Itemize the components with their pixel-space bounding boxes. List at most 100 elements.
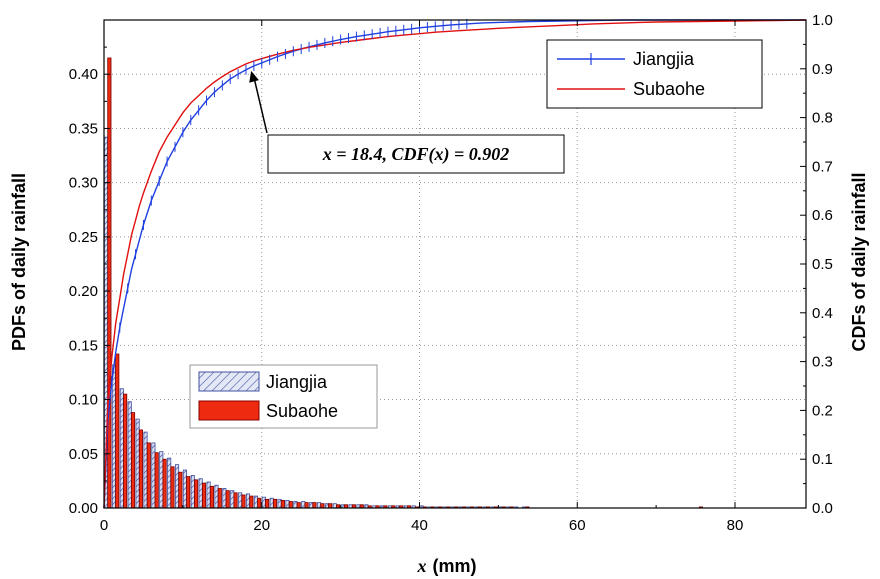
y-left-tick-label: 0.30 <box>69 175 98 192</box>
pdf-bar-jiangjia <box>309 502 314 509</box>
y-left-tick-label: 0.00 <box>69 500 98 517</box>
pdf-bar-jiangjia <box>127 401 132 509</box>
pdf-bar-jiangjia <box>174 464 180 509</box>
pdf-bar-subaohe <box>186 476 191 509</box>
y-right-tick-label: 0.0 <box>812 500 833 517</box>
y-left-tick-label: 0.10 <box>69 392 98 409</box>
y-right-tick-label: 0.9 <box>812 61 833 78</box>
pdf-bar-jiangjia <box>316 502 322 509</box>
y-right-axis-title: CDFs of daily rainfall <box>849 172 869 351</box>
pdf-bar-jiangjia <box>206 481 211 509</box>
pdf-bar-jiangjia <box>159 451 164 509</box>
y-right-tick-label: 0.2 <box>812 402 833 419</box>
pdf-bar-jiangjia <box>135 418 140 509</box>
pdf-bar-subaohe <box>257 497 262 509</box>
x-axis-title-unit: (mm) <box>433 556 477 576</box>
y-right-tick-label: 1.0 <box>812 12 833 29</box>
pdf-bar-jiangjia <box>182 469 187 509</box>
pdf-bar-jiangjia <box>293 501 298 509</box>
pdf-bar-subaohe <box>328 503 333 509</box>
y-left-tick-label: 0.20 <box>69 283 98 300</box>
y-right-tick-label: 0.7 <box>812 158 833 175</box>
pdf-bar-subaohe <box>201 482 207 509</box>
cdf-lines <box>103 18 807 509</box>
pdf-bar-jiangjia <box>214 484 219 509</box>
pdf-bar-jiangjia <box>143 431 148 509</box>
y-right-tick-label: 0.5 <box>812 256 833 273</box>
pdf-legend-label-jiangjia: Jiangjia <box>266 372 328 392</box>
pdf-bar-subaohe <box>304 502 309 509</box>
pdf-bar-subaohe <box>280 500 285 509</box>
x-tick-label: 80 <box>727 517 744 534</box>
pdf-bar-jiangjia <box>198 478 203 509</box>
pdf-bar-jiangjia <box>238 492 243 509</box>
pdf-bar-jiangjia <box>332 503 337 509</box>
pdf-bars <box>103 57 703 509</box>
cdf-line-jiangjia <box>103 19 806 509</box>
x-tick-label: 60 <box>569 517 586 534</box>
axis-ticks <box>103 19 806 509</box>
pdf-bar-subaohe <box>296 502 301 509</box>
pdf-bar-subaohe <box>154 452 159 509</box>
pdf-bar-subaohe <box>209 485 214 509</box>
pdf-bar-subaohe <box>320 503 325 509</box>
pdf-bar-jiangjia <box>119 388 124 509</box>
x-axis-title: x (mm) <box>417 556 477 576</box>
pdf-bar-jiangjia <box>245 493 251 509</box>
pdf-bar-subaohe <box>265 498 270 509</box>
pdf-bar-subaohe <box>249 495 254 509</box>
cdf-legend-label-jiangjia: Jiangjia <box>633 49 695 69</box>
pdf-bar-jiangjia <box>285 500 290 509</box>
cdf-legend-box <box>546 39 763 109</box>
pdf-bar-subaohe <box>217 488 222 509</box>
pdf-bar-jiangjia <box>111 364 116 509</box>
y-right-tick-label: 0.4 <box>812 305 833 322</box>
pdf-bar-subaohe <box>241 494 246 509</box>
y-right-tick-label: 0.3 <box>812 354 833 371</box>
pdf-bar-subaohe <box>138 429 143 509</box>
pdf-bar-subaohe <box>107 57 112 509</box>
pdf-bar-subaohe <box>272 498 278 509</box>
pdf-bar-jiangjia <box>222 488 227 509</box>
cdf-legend: Jiangjia Subaohe <box>546 39 763 109</box>
annotation-text: x = 18.4, CDF(x) = 0.902 <box>322 144 510 165</box>
y-left-tick-label: 0.25 <box>69 229 98 246</box>
x-axis-title-symbol: x <box>417 556 427 576</box>
pdf-bar-subaohe <box>146 442 151 509</box>
y-left-tick-label: 0.40 <box>69 66 98 83</box>
y-left-axis-title: PDFs of daily rainfall <box>9 173 29 351</box>
pdf-bar-jiangjia <box>324 503 329 509</box>
pdf-bar-subaohe <box>130 412 136 509</box>
cdf-line-subaohe <box>103 19 807 509</box>
pdf-bar-jiangjia <box>277 498 282 509</box>
y-left-tick-label: 0.35 <box>69 120 98 137</box>
annotation: x = 18.4, CDF(x) = 0.902 <box>249 70 565 174</box>
y-right-tick-label: 0.1 <box>812 451 833 468</box>
pdf-bar-jiangjia <box>269 497 274 509</box>
pdf-bar-jiangjia <box>230 490 235 509</box>
x-tick-label: 20 <box>253 517 270 534</box>
annotation-box <box>267 134 565 174</box>
pdf-bar-jiangjia <box>261 496 266 509</box>
pdf-bar-jiangjia <box>151 442 156 509</box>
y-left-tick-label: 0.05 <box>69 446 98 463</box>
y-left-tick-label: 0.15 <box>69 337 98 354</box>
pdf-bar-subaohe <box>123 393 128 509</box>
pdf-bar-subaohe <box>194 479 199 509</box>
pdf-bar-subaohe <box>115 353 120 509</box>
pdf-bar-subaohe <box>170 466 175 509</box>
pdf-bar-subaohe <box>225 490 230 509</box>
pdf-bar-subaohe <box>178 471 183 509</box>
pdf-legend: Jiangjia Subaohe <box>189 364 378 429</box>
x-tick-label: 0 <box>100 517 108 534</box>
pdf-bar-subaohe <box>312 502 317 509</box>
cdf-legend-label-subaohe: Subaohe <box>633 79 705 99</box>
pdf-bar-subaohe <box>288 501 293 509</box>
pdf-legend-label-subaohe: Subaohe <box>266 401 338 421</box>
tick-labels: 0 20 40 60 80 0.00 0.05 0.10 0.15 0.20 0.25 0.30 0.3… <box>69 12 833 534</box>
x-tick-label: 40 <box>411 517 428 534</box>
y-right-tick-label: 0.8 <box>812 110 833 127</box>
pdf-bar-subaohe <box>162 458 167 509</box>
y-right-tick-label: 0.6 <box>812 207 833 224</box>
